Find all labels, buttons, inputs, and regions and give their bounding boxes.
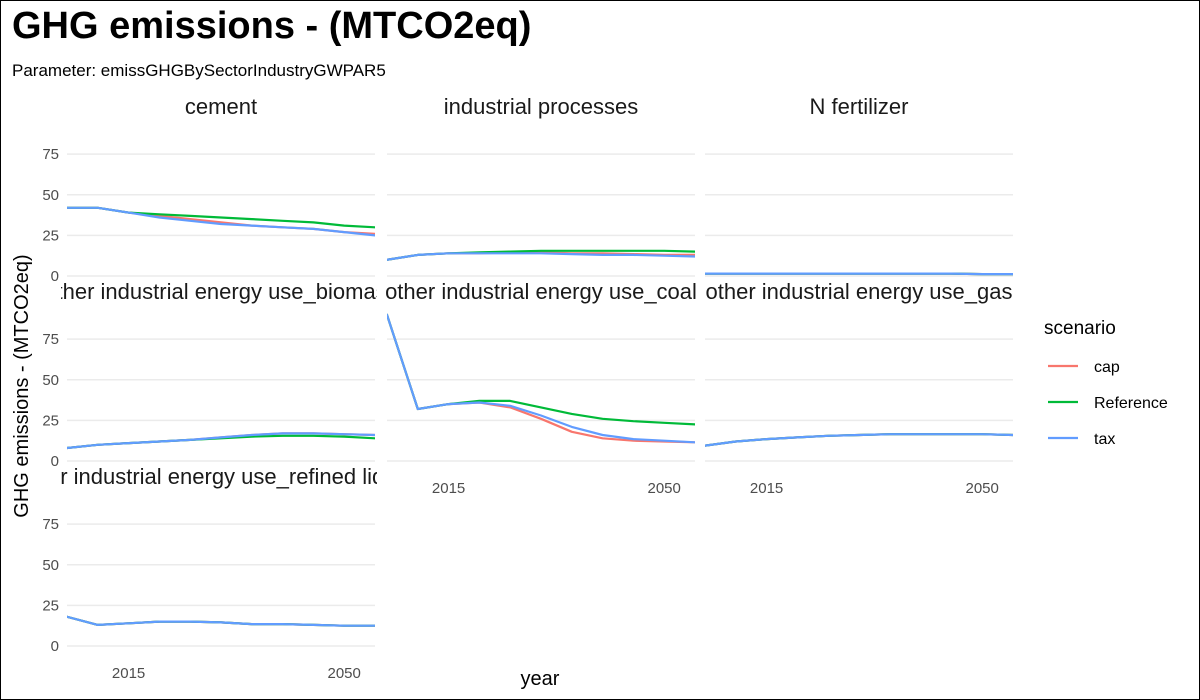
y-tick-label: 75 [42,146,59,163]
x-tick-label: 2015 [432,480,465,497]
x-tick-label: 2015 [750,480,783,497]
series-line-tax [67,432,375,450]
facet-title: other industrial energy use_refined liqu… [17,464,424,489]
x-tick-label: 2015 [112,665,145,682]
y-tick-label: 25 [42,227,59,244]
y-tick-label: 0 [51,268,59,285]
y-tick-label: 25 [42,412,59,429]
y-tick-label: 0 [51,638,59,655]
chart-subtitle: Parameter: emissGHGBySectorIndustryGWPAR… [12,61,386,80]
legend-label: Reference [1094,395,1168,412]
legend-title: scenario [1044,318,1116,339]
series-line-tax [67,615,375,627]
y-tick-label: 50 [42,372,59,389]
facet-panel: other industrial energy use_gas 2015 2050 [705,279,1013,497]
facet-panel: cement 0 25 50 75 [42,94,375,285]
legend: scenario cap Reference tax [1044,318,1168,448]
series-line-tax [67,206,375,237]
x-tick-label: 2050 [966,480,999,497]
facet-title: industrial processes [444,94,638,119]
x-tick-label: 2050 [328,665,361,682]
facet-panel: other industrial energy use_coal 2015 2050 [385,279,697,497]
series-line-tax [387,252,695,261]
facet-title: other industrial energy use_gas [706,279,1013,304]
y-tick-label: 0 [51,453,59,470]
legend-label: tax [1094,431,1115,448]
chart-title: GHG emissions - (MTCO2eq) [12,5,532,47]
facet-panel: other industrial energy use_refined liqu… [17,464,424,682]
y-axis-title: GHG emissions - (MTCO2eq) [11,254,33,517]
y-tick-label: 50 [42,557,59,574]
series-line-cap [387,313,695,444]
y-tick-label: 50 [42,187,59,204]
facet-title: cement [185,94,257,119]
series-line-tax [387,313,695,444]
series-line-tax [705,272,1013,276]
y-tick-label: 75 [42,516,59,533]
series-line-reference [387,313,695,426]
legend-label: cap [1094,359,1120,376]
x-axis-title: year [521,668,560,690]
x-tick-label: 2050 [648,480,681,497]
series-line-tax [705,433,1013,447]
y-tick-label: 75 [42,331,59,348]
y-tick-label: 25 [42,597,59,614]
facet-title: N fertilizer [809,94,908,119]
facet-title: other industrial energy use_biomass [44,279,397,304]
facet-title: other industrial energy use_coal [385,279,697,304]
facet-panel: other industrial energy use_biomass 0 25 50… [42,279,397,470]
facet-panel: industrial processes [387,94,695,277]
facet-panel: N fertilizer [705,94,1013,277]
